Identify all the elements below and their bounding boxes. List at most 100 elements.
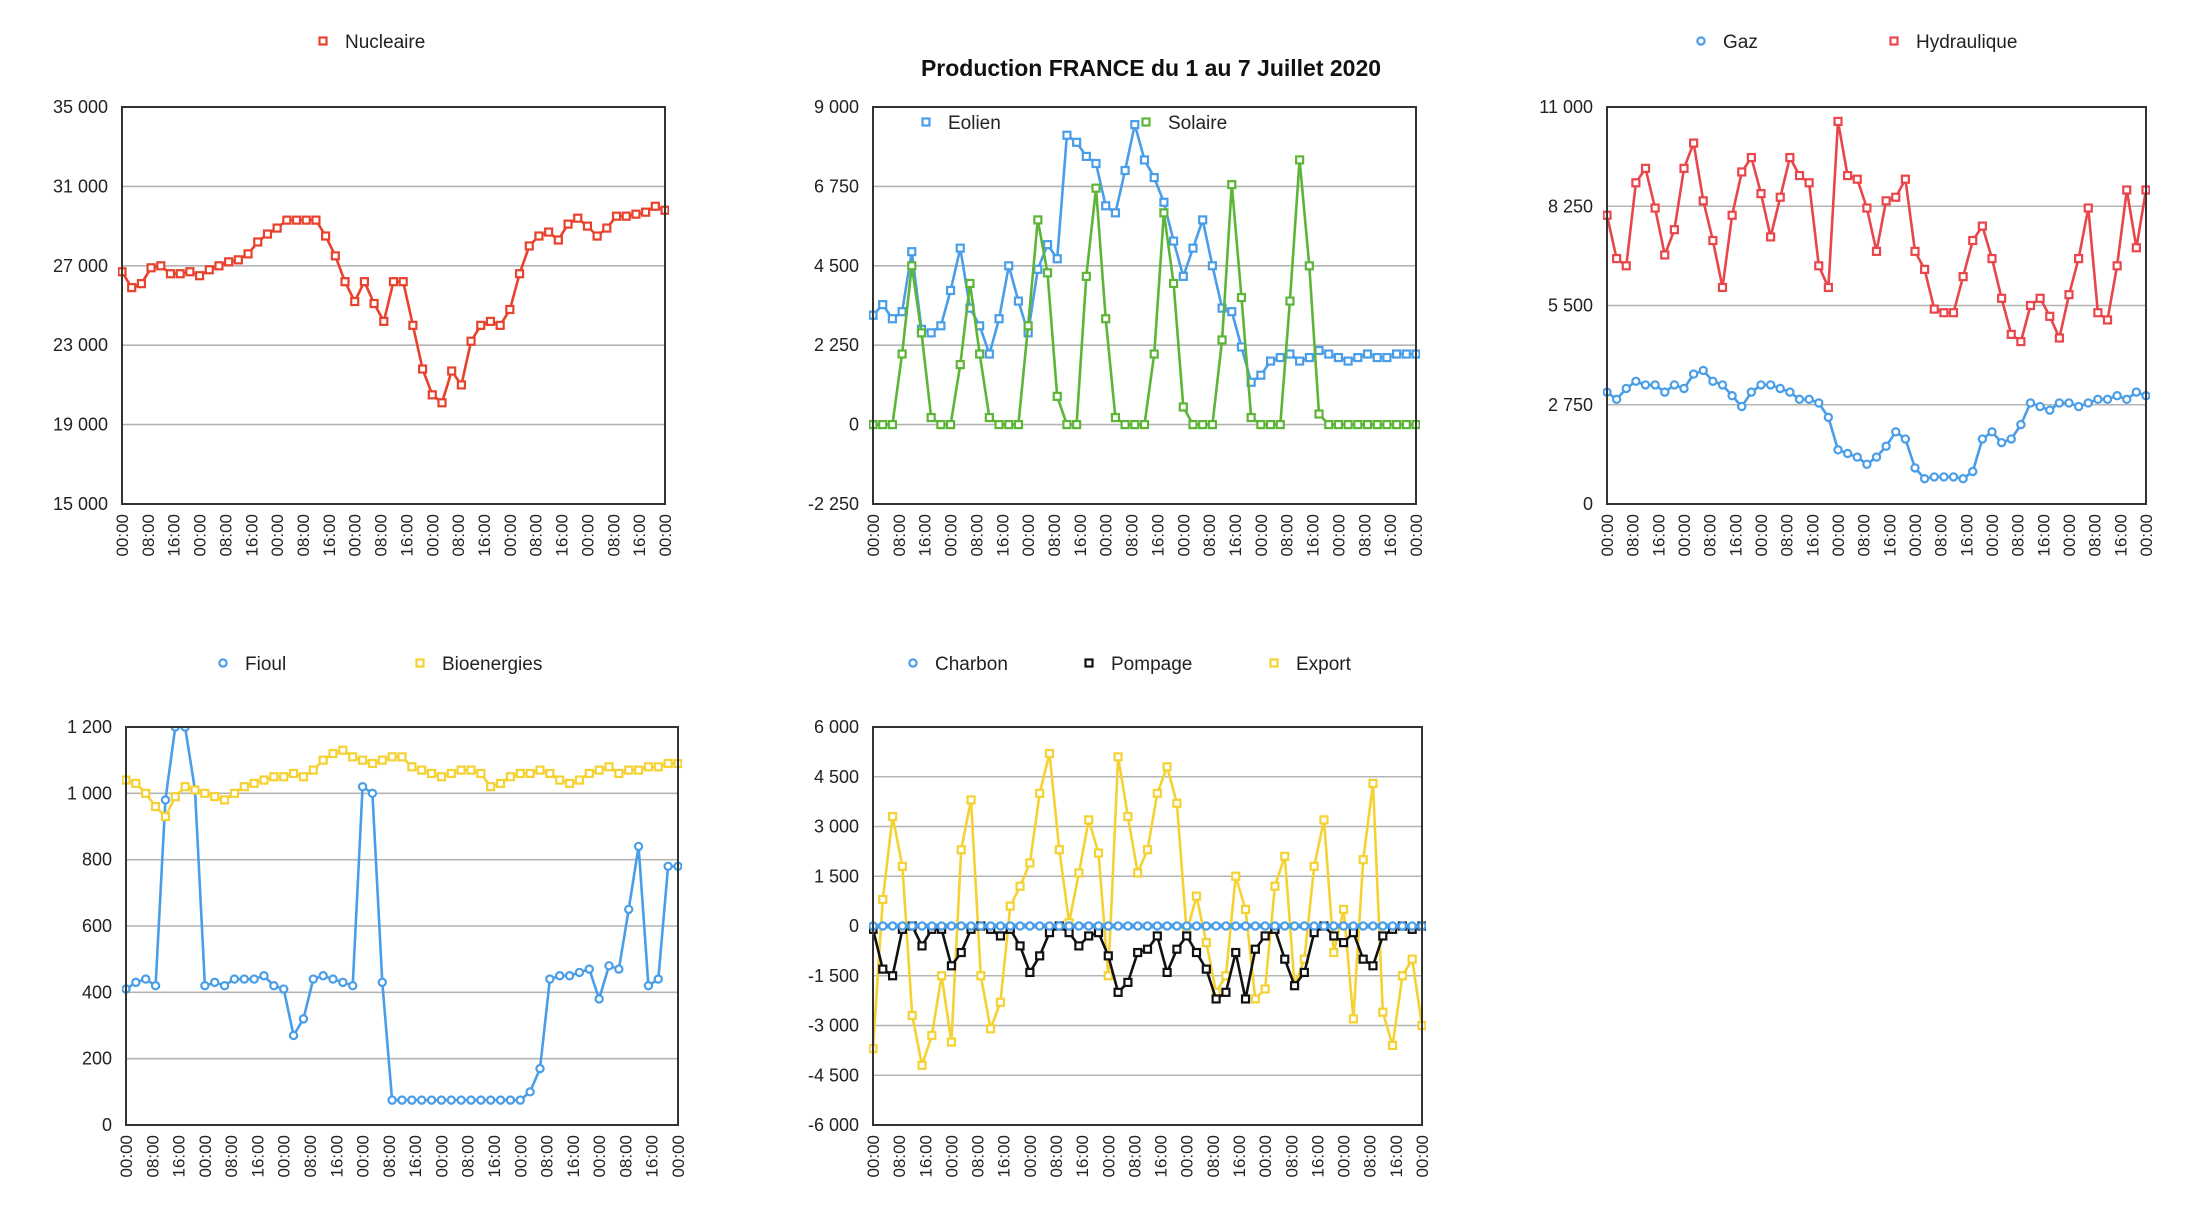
- data-point-fioul: [525, 1087, 535, 1097]
- x-tick-label: 16:00: [1230, 1135, 1249, 1178]
- data-point-eolien: [1013, 296, 1024, 306]
- data-point-solaire: [1314, 409, 1324, 419]
- data-point-fioul: [200, 981, 210, 991]
- data-point-export: [1368, 778, 1378, 788]
- data-point-solaire: [1256, 420, 1266, 430]
- x-tick-label: 00:00: [1413, 1135, 1432, 1178]
- x-tick-label: 00:00: [2137, 514, 2156, 557]
- data-point-export: [1260, 984, 1270, 994]
- data-point-fioul: [614, 964, 624, 974]
- data-point-nucleaire: [447, 366, 457, 376]
- data-point-nucleaire: [321, 231, 331, 241]
- data-point-export: [897, 861, 908, 871]
- x-tick-label: 08:00: [1855, 514, 1874, 557]
- data-point-pompage: [1299, 967, 1309, 978]
- data-point-hydraulique: [1737, 167, 1747, 177]
- data-point-export: [927, 1030, 937, 1041]
- data-point-fioul: [407, 1095, 417, 1105]
- data-point-solaire: [1236, 292, 1247, 303]
- data-point-gaz: [1891, 427, 1901, 437]
- data-point-fioul: [377, 977, 387, 988]
- data-point-charbon: [956, 921, 966, 931]
- data-point-nucleaire: [650, 201, 660, 211]
- data-point-eolien: [1401, 349, 1411, 359]
- x-tick-label: 16:00: [1381, 514, 1400, 557]
- x-tick-label: 00:00: [1019, 514, 1038, 557]
- data-point-gaz: [1611, 394, 1622, 405]
- y-tick-label: 0: [849, 415, 859, 435]
- data-point-solaire: [1304, 261, 1314, 271]
- x-tick-label: 00:00: [1097, 514, 1116, 557]
- x-tick-label: 08:00: [1204, 1135, 1223, 1178]
- data-point-charbon: [1142, 921, 1153, 931]
- data-point-export: [1142, 845, 1153, 855]
- x-tick-label: 16:00: [1073, 1135, 1092, 1178]
- data-point-gaz: [1727, 391, 1737, 401]
- data-point-pompage: [1358, 954, 1368, 964]
- data-point-export: [1407, 954, 1417, 964]
- data-point-eolien: [926, 328, 936, 338]
- data-point-hydraulique: [1968, 235, 1978, 246]
- data-point-charbon: [946, 921, 957, 931]
- legend-item-hydraulique: Hydraulique: [1889, 32, 2017, 53]
- data-point-fioul: [476, 1095, 486, 1105]
- legend-marker-fioul: [218, 658, 228, 668]
- data-point-solaire: [1295, 155, 1305, 165]
- legend-item-bioenergies: Bioenergies: [415, 654, 542, 675]
- data-point-hydraulique: [1804, 178, 1814, 188]
- data-point-solaire: [1372, 420, 1382, 430]
- data-point-gaz: [1996, 437, 2007, 448]
- data-point-export: [986, 1024, 996, 1034]
- x-tick-label: 16:00: [995, 1135, 1014, 1178]
- data-point-hydraulique: [2102, 315, 2113, 325]
- data-point-gaz: [2006, 434, 2016, 444]
- data-point-nucleaire: [311, 215, 321, 225]
- legend-label-eolien: Eolien: [948, 113, 1001, 134]
- data-point-gaz: [2102, 394, 2113, 405]
- legend-label-nucleaire: Nucleaire: [345, 32, 425, 53]
- y-tick-label: 0: [849, 916, 859, 936]
- data-point-solaire: [1062, 420, 1072, 430]
- x-tick-label: 00:00: [942, 514, 961, 557]
- data-point-nucleaire: [301, 215, 311, 225]
- data-point-solaire: [1343, 420, 1353, 430]
- data-point-charbon: [917, 921, 927, 931]
- data-point-eolien: [887, 314, 897, 324]
- data-point-solaire: [1188, 420, 1198, 430]
- legend-label-pompage: Pompage: [1111, 654, 1192, 675]
- data-point-solaire: [945, 420, 956, 430]
- data-point-solaire: [1023, 321, 1033, 331]
- data-point-export: [956, 845, 966, 855]
- data-point-hydraulique: [1997, 293, 2007, 303]
- data-point-hydraulique: [1977, 221, 1987, 231]
- data-point-export: [1172, 798, 1182, 808]
- dashboard-title: Production FRANCE du 1 au 7 Juillet 2020: [921, 55, 1381, 81]
- data-point-eolien: [1130, 120, 1140, 130]
- data-point-charbon: [1280, 921, 1290, 931]
- data-point-charbon: [995, 921, 1006, 931]
- data-point-eolien: [1149, 172, 1159, 183]
- x-tick-label: 08:00: [890, 1135, 909, 1178]
- series-hydraulique: [1603, 116, 2150, 347]
- data-point-charbon: [878, 921, 888, 931]
- data-point-fioul: [653, 974, 663, 984]
- data-point-eolien: [1101, 201, 1111, 211]
- data-point-nucleaire: [224, 257, 234, 267]
- x-tick-label: 08:00: [1932, 514, 1951, 557]
- data-point-nucleaire: [505, 304, 515, 315]
- x-tick-label: 00:00: [578, 514, 597, 557]
- data-point-hydraulique: [1650, 203, 1660, 213]
- data-point-hydraulique: [2093, 308, 2103, 318]
- data-point-hydraulique: [1660, 250, 1670, 260]
- data-point-bioenergies: [624, 765, 634, 775]
- data-point-gaz: [2073, 401, 2084, 412]
- data-point-eolien: [1207, 261, 1217, 271]
- data-point-nucleaire: [388, 277, 399, 287]
- data-point-eolien: [1217, 303, 1227, 313]
- data-point-nucleaire: [592, 231, 602, 241]
- data-point-solaire: [1207, 420, 1217, 430]
- data-point-hydraulique: [1910, 246, 1920, 256]
- data-point-export: [1054, 845, 1064, 855]
- data-point-bioenergies: [200, 788, 210, 798]
- data-point-gaz: [2122, 394, 2132, 405]
